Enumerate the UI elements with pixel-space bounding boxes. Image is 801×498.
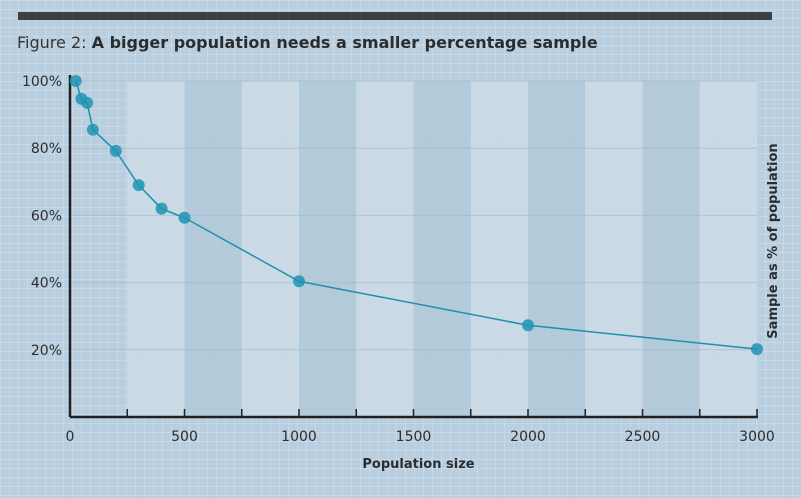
data-point (132, 179, 145, 192)
background-band (127, 81, 185, 417)
y-tick-label: 40% (31, 276, 62, 292)
x-tick-label: 3000 (739, 429, 775, 445)
background-band (642, 81, 700, 417)
background-band (356, 81, 414, 417)
data-point (109, 144, 122, 157)
y-tick-label: 80% (31, 141, 62, 157)
y-tick-label: 20% (31, 343, 62, 359)
background-band (699, 81, 757, 417)
x-tick-label: 2500 (625, 429, 661, 445)
y-axis-label: Sample as % of population (766, 143, 781, 338)
data-point (86, 123, 99, 136)
data-point (155, 202, 168, 215)
chart-title: Figure 2: A bigger population needs a sm… (17, 33, 598, 52)
x-tick-label: 0 (66, 429, 75, 445)
figure-label: Figure 2: (17, 33, 87, 52)
data-point (178, 211, 191, 224)
header-bar (18, 12, 772, 20)
data-point (81, 96, 94, 109)
data-point (293, 275, 305, 288)
x-axis-label: Population size (362, 457, 474, 472)
x-tick-label: 1000 (281, 429, 317, 445)
background-band (528, 81, 586, 417)
background-band (184, 81, 242, 417)
y-tick-label: 60% (31, 208, 62, 224)
x-tick-label: 2000 (510, 429, 546, 445)
background-band (413, 81, 471, 417)
background-band (585, 81, 643, 417)
data-point (69, 75, 82, 87)
chart-title-text: A bigger population needs a smaller perc… (91, 33, 598, 52)
x-tick-label: 500 (171, 429, 198, 445)
x-tick-label: 1500 (396, 429, 432, 445)
background-band (241, 81, 299, 417)
y-tick-label: 100% (22, 74, 62, 90)
background-band (470, 81, 528, 417)
data-point (751, 343, 763, 356)
data-point (522, 319, 534, 332)
background-band (299, 81, 357, 417)
